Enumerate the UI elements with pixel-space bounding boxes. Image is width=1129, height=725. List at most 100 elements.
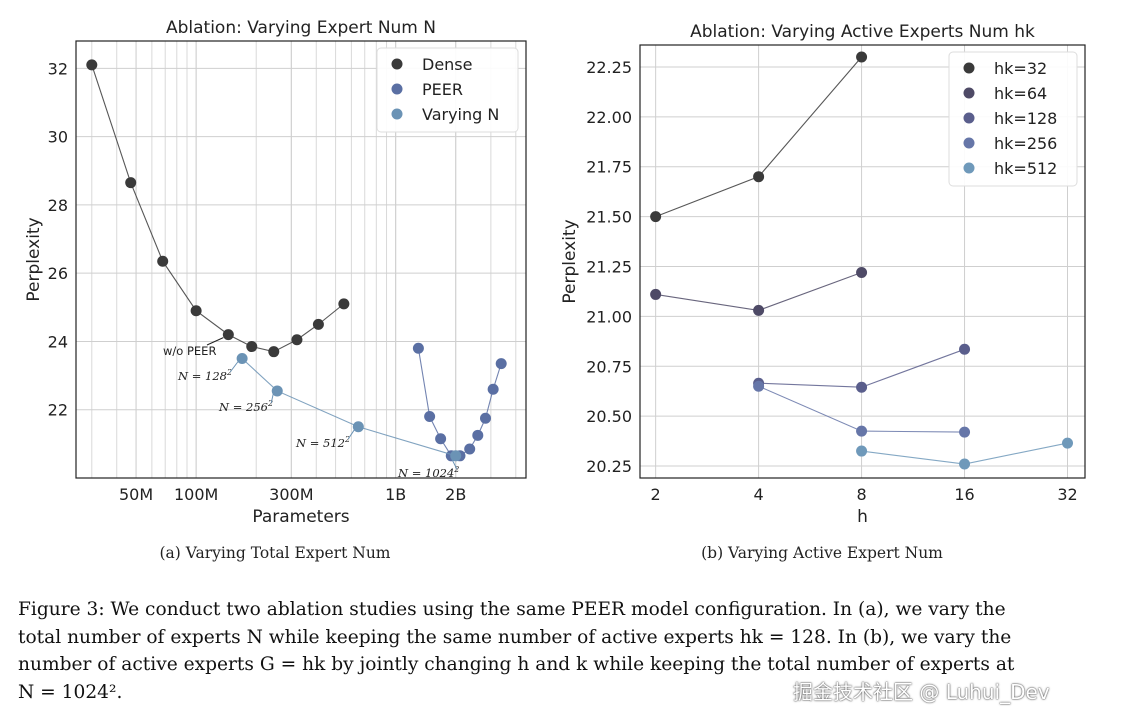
legend-label: hk=128 xyxy=(994,109,1057,128)
figure-caption: Figure 3: We conduct two ablation studie… xyxy=(18,596,1098,706)
y-tick-label: 20.50 xyxy=(586,407,632,426)
legend-marker xyxy=(963,87,975,99)
data-point xyxy=(1062,437,1074,449)
y-tick-label: 26 xyxy=(48,264,68,283)
x-tick-label: 300M xyxy=(269,485,313,504)
annotation-label: w/o PEER xyxy=(163,344,216,358)
data-point xyxy=(236,353,248,365)
data-point xyxy=(650,211,662,223)
annotation-label: N = 5122 xyxy=(295,435,350,450)
annotation-arrow xyxy=(206,337,224,346)
chart-title: Ablation: Varying Expert Num N xyxy=(166,18,436,38)
data-point xyxy=(352,421,364,433)
x-axis-label: h xyxy=(857,507,868,527)
subfigure-caption: (b) Varying Active Expert Num xyxy=(701,544,943,562)
data-point xyxy=(424,411,436,423)
data-point xyxy=(125,177,137,189)
data-point xyxy=(464,443,476,455)
data-point xyxy=(856,266,868,278)
y-axis-label: Perplexity xyxy=(24,217,44,301)
data-point xyxy=(268,346,280,358)
legend-label: hk=512 xyxy=(994,159,1057,178)
plot-frame xyxy=(75,40,527,479)
annotation-arrow xyxy=(347,429,355,440)
data-point xyxy=(480,412,492,424)
legend-label: Dense xyxy=(422,55,472,74)
caption-line: Figure 3: We conduct two ablation studie… xyxy=(18,599,1006,620)
y-tick-label: 32 xyxy=(48,59,68,78)
caption-line: number of active experts G = hk by joint… xyxy=(18,654,1015,676)
legend-label: Varying N xyxy=(422,105,499,124)
data-point xyxy=(753,380,765,392)
data-point xyxy=(753,304,765,316)
series-line xyxy=(241,358,456,457)
data-point xyxy=(472,429,484,441)
data-point xyxy=(222,329,234,341)
y-tick-label: 24 xyxy=(48,332,68,351)
data-point xyxy=(856,381,868,393)
data-point xyxy=(856,445,868,457)
x-tick-label: 4 xyxy=(754,485,764,504)
legend-label: hk=32 xyxy=(994,59,1047,78)
legend-marker xyxy=(963,162,975,174)
chart-title: Ablation: Varying Active Experts Num hk xyxy=(690,22,1035,42)
legend-marker xyxy=(963,137,975,149)
data-point xyxy=(271,385,283,397)
legend-marker xyxy=(391,108,403,120)
data-point xyxy=(495,358,507,370)
caption-line: N = 1024². xyxy=(18,681,123,703)
legend-label: PEER xyxy=(422,80,463,99)
annotation-label: N = 10242 xyxy=(397,465,459,480)
series-line xyxy=(417,348,502,457)
legend-label: hk=64 xyxy=(994,84,1047,103)
y-tick-label: 30 xyxy=(48,128,68,147)
y-tick-label: 21.00 xyxy=(586,307,632,326)
y-tick-label: 22.25 xyxy=(586,58,632,77)
data-point xyxy=(959,426,971,438)
data-point xyxy=(450,450,462,462)
annotation-label: N = 1282 xyxy=(177,368,232,383)
data-point xyxy=(157,255,169,267)
legend-marker xyxy=(391,83,403,95)
legend-marker xyxy=(963,112,975,124)
data-point xyxy=(412,342,424,354)
data-point xyxy=(650,288,662,300)
data-point xyxy=(291,334,303,346)
data-point xyxy=(959,343,971,355)
data-point xyxy=(435,433,447,445)
annotation-arrow xyxy=(451,458,458,470)
x-tick-label: 16 xyxy=(954,485,974,504)
y-tick-label: 21.50 xyxy=(586,208,632,227)
x-tick-label: 8 xyxy=(856,485,866,504)
right-chart: 20.25 20.50 20.75 21.00 21.25 21.50 21.75 22.00… xyxy=(560,22,1086,562)
x-tick-label: 2 xyxy=(651,485,661,504)
x-tick-label: 32 xyxy=(1057,485,1077,504)
x-tick-label: 2B xyxy=(445,485,466,504)
series-line xyxy=(91,64,345,353)
data-point xyxy=(753,171,765,183)
left-chart: 22 24 26 28 30 32 50M 100M 300M 1B 2B Ablation: Var… xyxy=(24,18,527,562)
data-point xyxy=(487,383,499,395)
y-tick-label: 21.25 xyxy=(586,257,632,276)
data-point xyxy=(86,59,98,71)
annotation-label: N = 2562 xyxy=(218,399,273,414)
data-point xyxy=(246,341,258,353)
legend-box xyxy=(948,51,1078,187)
data-point xyxy=(312,318,324,330)
x-tick-label: 100M xyxy=(174,485,218,504)
legend-box xyxy=(376,47,519,133)
annotation-arrow xyxy=(270,393,274,404)
x-tick-label: 1B xyxy=(385,485,406,504)
data-point xyxy=(856,51,868,63)
data-point xyxy=(856,425,868,437)
x-axis-label: Parameters xyxy=(252,507,349,527)
y-tick-label: 28 xyxy=(48,196,68,215)
data-point xyxy=(338,298,350,310)
plot-frame xyxy=(639,44,1086,479)
legend-marker xyxy=(391,58,403,70)
legend-marker xyxy=(963,62,975,74)
annotation-arrow xyxy=(229,361,239,373)
subfigure-caption: (a) Varying Total Expert Num xyxy=(159,544,390,562)
watermark-text: 掘金技术社区 @ Luhui_Dev xyxy=(793,680,1050,704)
